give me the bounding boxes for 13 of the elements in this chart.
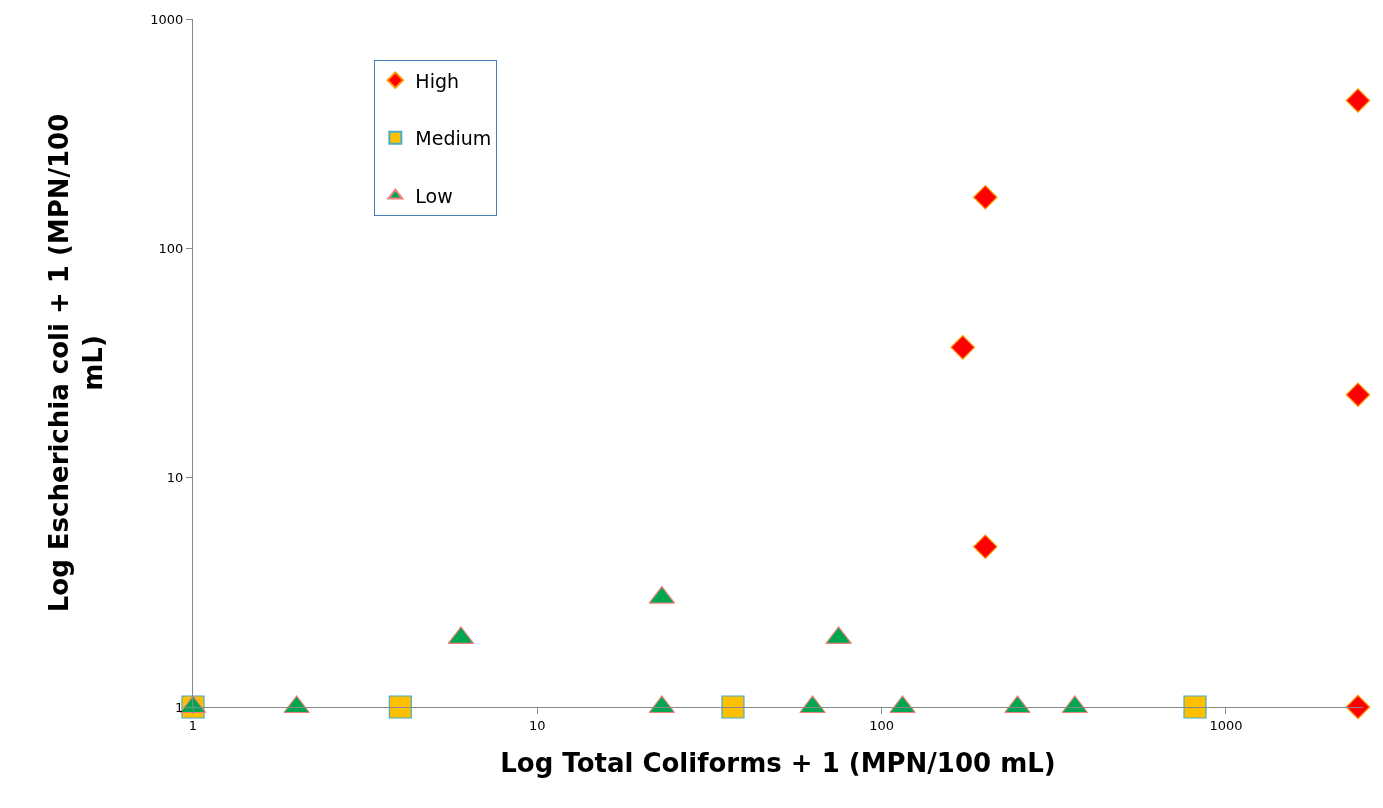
legend-label: High — [415, 69, 460, 92]
y-tick-label: 1 — [175, 699, 184, 715]
y-tick-label: 10 — [166, 470, 184, 486]
y-axis-title: Log Escherichia coli + 1 (MPN/100 mL) — [43, 113, 108, 613]
x-tick-label: 1 — [188, 717, 198, 733]
x-tick-label: 1000 — [1209, 717, 1243, 733]
x-tick-label: 100 — [869, 717, 895, 733]
y-tick-label: 100 — [158, 240, 184, 256]
legend-label: Low — [415, 184, 453, 207]
legend-label: Medium — [415, 127, 492, 150]
x-axis-title: Log Total Coliforms + 1 (MPN/100 mL) — [500, 748, 1056, 779]
y-tick-label: 1000 — [150, 11, 184, 27]
x-tick-label: 10 — [529, 717, 546, 733]
